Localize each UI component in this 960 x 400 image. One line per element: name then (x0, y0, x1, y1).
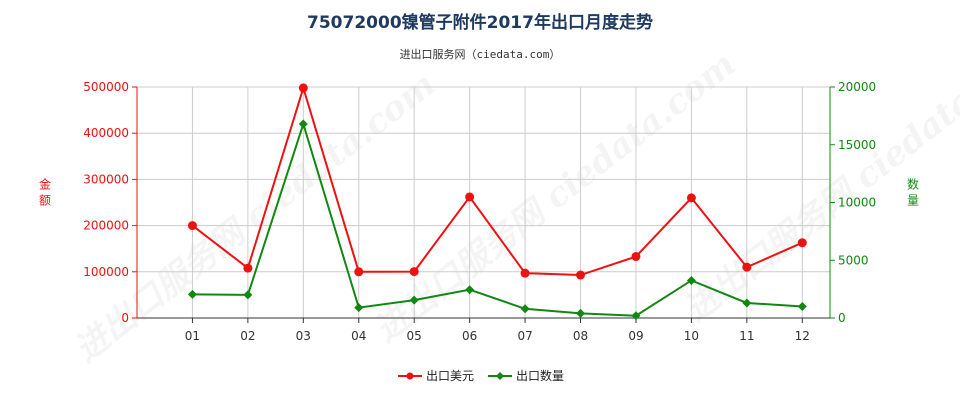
data-point-quantity (742, 298, 752, 308)
x-tick-label: 04 (351, 329, 366, 343)
data-point-amount (797, 238, 807, 248)
y-tick-label-left: 500000 (83, 80, 129, 94)
data-point-amount (631, 252, 641, 262)
y-tick-label-left: 200000 (83, 219, 129, 233)
y-tick-label-right: 10000 (838, 196, 876, 210)
x-tick-label: 11 (739, 329, 754, 343)
data-point-amount (243, 263, 253, 273)
chart-title: 75072000镍管子附件2017年出口月度走势 (307, 13, 653, 33)
y-tick-label-left: 400000 (83, 126, 129, 140)
grid-lines (137, 86, 831, 319)
legend-label: 出口数量 (516, 368, 564, 383)
series-line-2 (192, 120, 803, 317)
data-point-quantity (576, 308, 586, 318)
data-point-amount (576, 270, 586, 280)
x-tick-label: 02 (240, 329, 255, 343)
data-point-quantity (354, 303, 364, 313)
legend: 出口美元 出口数量 (398, 368, 564, 383)
legend-marker (496, 372, 504, 380)
data-point-amount (298, 83, 308, 93)
data-point-quantity (409, 295, 419, 305)
x-tick-label: 03 (296, 329, 311, 343)
data-point-quantity (187, 289, 197, 299)
y-tick-label-left: 300000 (83, 172, 129, 186)
data-point-quantity (243, 290, 253, 300)
x-tick-label: 06 (462, 329, 477, 343)
x-tick-label: 12 (795, 329, 810, 343)
data-point-quantity (631, 311, 641, 321)
data-point-quantity (520, 304, 530, 314)
y-tick-label-left: 0 (121, 311, 129, 325)
y-tick-label-right: 15000 (838, 138, 876, 152)
x-tick-label: 08 (573, 329, 588, 343)
data-point-amount (354, 267, 364, 277)
x-tick-label: 10 (684, 329, 699, 343)
data-point-quantity (298, 119, 308, 129)
legend-marker (406, 372, 414, 380)
data-point-amount (409, 267, 419, 277)
x-tick-label: 05 (407, 329, 422, 343)
data-point-amount (686, 193, 696, 203)
y-tick-label-left: 100000 (83, 265, 129, 279)
y-axis-label-left: 金额 (39, 177, 51, 208)
data-point-quantity (465, 285, 475, 295)
y-tick-label-right: 20000 (838, 80, 876, 94)
y-tick-label-right: 5000 (838, 253, 869, 267)
data-point-amount (465, 192, 475, 202)
series-layer (187, 83, 807, 321)
series-line-1 (191, 84, 803, 277)
data-point-amount (187, 221, 197, 231)
data-point-quantity (797, 301, 807, 311)
data-point-quantity (686, 275, 696, 285)
y-axis-label-right: 数量 (907, 177, 919, 208)
x-tick-label: 09 (628, 329, 643, 343)
legend-label: 出口美元 (426, 369, 474, 383)
axes: 0 100000 200000 300000 400000 500000 0 5000 1000… (39, 80, 919, 343)
x-tick-label: 07 (517, 329, 532, 343)
data-point-amount (742, 262, 752, 272)
chart-subtitle: 进出口服务网（ciedata.com） (399, 48, 561, 61)
data-point-amount (520, 268, 530, 278)
y-tick-label-right: 0 (838, 311, 846, 325)
x-tick-label: 01 (185, 329, 200, 343)
